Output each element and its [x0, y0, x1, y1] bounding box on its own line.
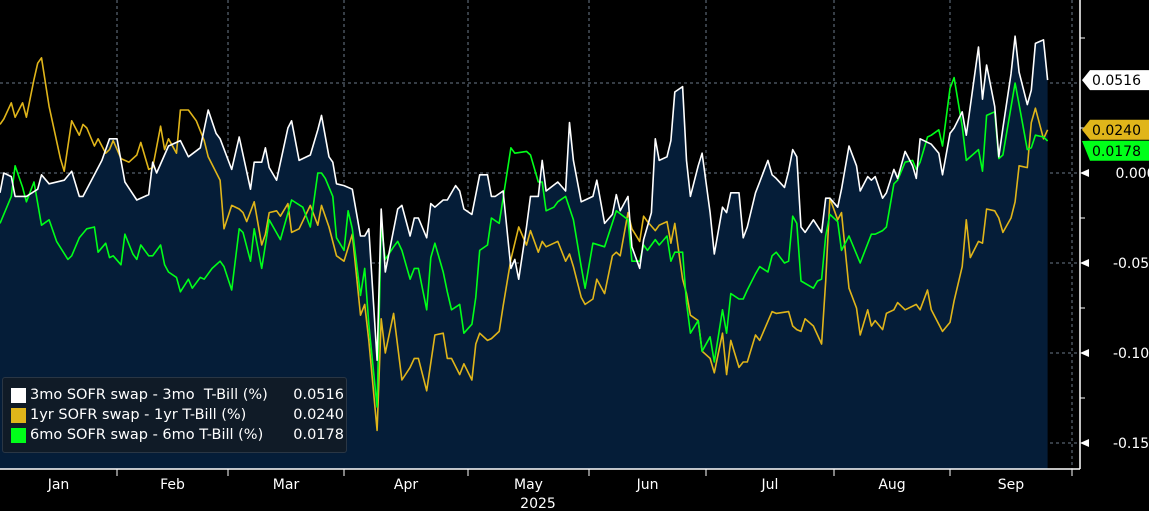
legend-label: 3mo SOFR swap - 3mo T-Bill (%) — [30, 387, 268, 403]
value-tag-2 — [1082, 140, 1149, 161]
series-line-1 — [0, 56, 1049, 432]
legend-label: 6mo SOFR swap - 6mo T-Bill (%) — [30, 427, 264, 443]
value-tag-1 — [1082, 119, 1149, 140]
y-tick-label: -0.1500 — [1113, 436, 1149, 452]
legend: 3mo SOFR swap - 3mo T-Bill (%) 0.0516 1y… — [2, 377, 347, 453]
y-tick-arrow — [1080, 349, 1089, 357]
last-value-tags: 0.0516 0.0240 0.0178 — [1082, 70, 1149, 161]
x-tick-label: Sep — [998, 477, 1025, 493]
value-tag-0 — [1082, 70, 1149, 91]
x-tick-label: Apr — [394, 477, 418, 493]
x-tick-label: Jan — [47, 477, 70, 493]
y-tick-label: -0.0500 — [1113, 256, 1149, 272]
x-tick-label: May — [514, 477, 543, 493]
legend-item-3mo: 3mo SOFR swap - 3mo T-Bill (%) 0.0516 — [11, 385, 346, 405]
y-tick-label: 0.0000 — [1116, 166, 1149, 182]
legend-item-1yr: 1yr SOFR swap - 1yr T-Bill (%) 0.0240 — [11, 405, 346, 425]
legend-swatch-white — [11, 387, 26, 403]
legend-swatch-gold — [11, 407, 26, 423]
legend-label: 1yr SOFR swap - 1yr T-Bill (%) — [30, 407, 247, 423]
legend-value: 0.0178 — [293, 427, 344, 443]
legend-value: 0.0240 — [293, 407, 344, 423]
x-tick-label: Aug — [878, 477, 905, 493]
area-layer — [0, 36, 1048, 469]
x-tick-label: Jul — [761, 477, 779, 493]
x-tick-label: Feb — [160, 477, 185, 493]
y-tick-label: -0.1000 — [1113, 346, 1149, 362]
x-axis-labels: Jan Feb Mar Apr May Jun Jul Aug Sep 2025 — [47, 477, 1025, 511]
value-tag-label: 0.0240 — [1092, 123, 1141, 139]
value-tag-label: 0.0178 — [1092, 144, 1141, 160]
y-axis-labels: 0.0000 -0.0500 -0.1000 -0.1500 — [1080, 166, 1149, 452]
series-lines — [0, 35, 1049, 432]
x-axis-title: 2025 — [520, 496, 556, 511]
x-tick-label: Mar — [273, 477, 300, 493]
series-line-2 — [0, 76, 1049, 408]
area-fill-3mo — [0, 36, 1048, 469]
legend-swatch-green — [11, 427, 26, 443]
legend-value: 0.0516 — [293, 387, 344, 403]
value-tag-label: 0.0516 — [1092, 73, 1141, 89]
series-line-0 — [0, 35, 1049, 362]
y-tick-arrow — [1080, 169, 1089, 177]
legend-item-6mo: 6mo SOFR swap - 6mo T-Bill (%) 0.0178 — [11, 425, 346, 445]
axes — [0, 0, 1085, 476]
y-tick-arrow — [1080, 439, 1089, 447]
y-tick-arrow — [1080, 259, 1089, 267]
x-tick-label: Jun — [636, 477, 659, 493]
